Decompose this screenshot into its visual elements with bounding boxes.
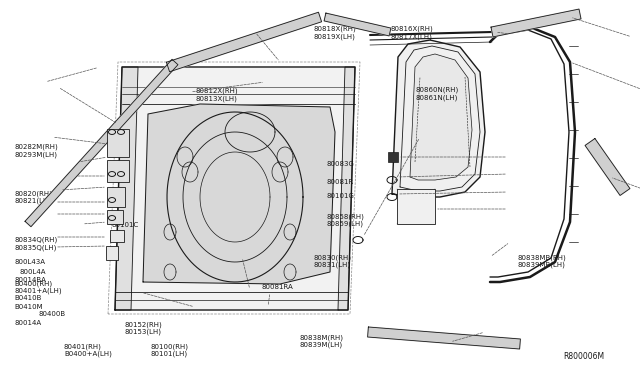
Bar	[107, 129, 129, 157]
Text: 80858(RH)
80859(LH): 80858(RH) 80859(LH)	[326, 213, 364, 227]
Text: 80818X(RH)
80819X(LH): 80818X(RH) 80819X(LH)	[314, 26, 356, 40]
Text: 80838M(RH)
80839M(LH): 80838M(RH) 80839M(LH)	[300, 334, 344, 349]
Text: B0410B: B0410B	[14, 295, 42, 301]
Polygon shape	[491, 9, 581, 37]
Text: 80820(RH)
80821(LH): 80820(RH) 80821(LH)	[14, 190, 52, 204]
Polygon shape	[166, 12, 321, 72]
Text: 800L43A: 800L43A	[14, 259, 45, 265]
Text: 80014A: 80014A	[14, 320, 41, 326]
Text: 80083G: 80083G	[326, 161, 355, 167]
Text: 80860N(RH)
80861N(LH): 80860N(RH) 80861N(LH)	[416, 87, 460, 101]
Polygon shape	[143, 104, 335, 284]
Polygon shape	[115, 67, 355, 310]
Text: 80152(RH)
80153(LH): 80152(RH) 80153(LH)	[125, 321, 163, 335]
Text: 800L4A: 800L4A	[19, 269, 45, 275]
Polygon shape	[115, 67, 138, 310]
Polygon shape	[410, 54, 472, 180]
Bar	[107, 187, 125, 207]
Text: 80101G: 80101G	[326, 193, 355, 199]
Polygon shape	[25, 59, 178, 227]
Text: B0400(RH)
80401+A(LH): B0400(RH) 80401+A(LH)	[14, 280, 61, 294]
Text: 80401(RH)
B0400+A(LH): 80401(RH) B0400+A(LH)	[64, 343, 112, 357]
Text: B0410M: B0410M	[14, 304, 43, 310]
Text: 80081RA: 80081RA	[261, 284, 293, 290]
Text: 80282M(RH)
80293M(LH): 80282M(RH) 80293M(LH)	[14, 144, 58, 158]
Polygon shape	[338, 67, 355, 310]
Bar	[397, 189, 435, 224]
Text: 80830(RH)
80831(LH): 80830(RH) 80831(LH)	[314, 254, 351, 268]
Polygon shape	[324, 13, 391, 36]
Polygon shape	[392, 40, 485, 197]
Text: 80838MB(RH)
80839MB(LH): 80838MB(RH) 80839MB(LH)	[517, 254, 566, 268]
Text: 80816X(RH)
80817X(LH): 80816X(RH) 80817X(LH)	[390, 26, 433, 40]
Polygon shape	[367, 327, 520, 349]
Text: 80014BA: 80014BA	[14, 277, 46, 283]
Text: 80081R: 80081R	[326, 179, 354, 185]
Polygon shape	[585, 138, 630, 195]
Text: 80100(RH)
80101(LH): 80100(RH) 80101(LH)	[150, 343, 188, 357]
Text: 80101C: 80101C	[112, 222, 140, 228]
Text: R800006M: R800006M	[563, 352, 604, 361]
Bar	[106, 246, 118, 260]
Bar	[107, 160, 129, 182]
Text: 80400B: 80400B	[38, 311, 65, 317]
Bar	[107, 210, 123, 224]
Text: 80812X(RH)
80813X(LH): 80812X(RH) 80813X(LH)	[195, 88, 238, 102]
Text: 80834Q(RH)
80835Q(LH): 80834Q(RH) 80835Q(LH)	[14, 237, 58, 251]
Bar	[388, 152, 398, 162]
Bar	[110, 230, 124, 242]
